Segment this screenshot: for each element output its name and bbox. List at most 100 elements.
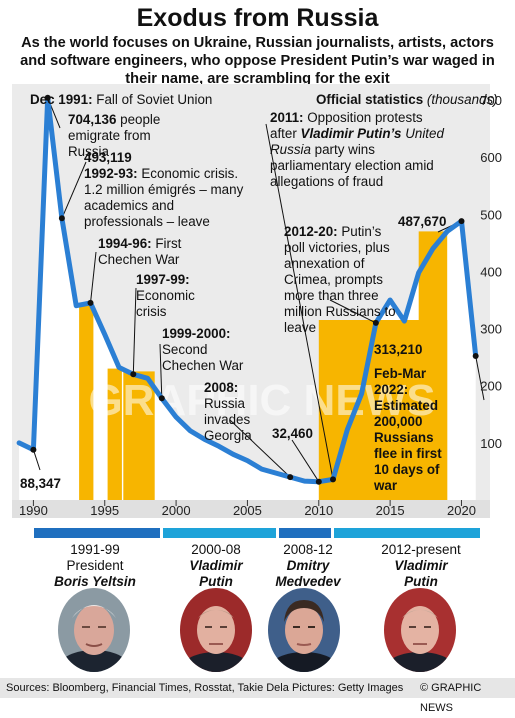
point-markers bbox=[30, 94, 479, 485]
leader-line-2014 bbox=[329, 299, 377, 324]
portrait-putin-1 bbox=[180, 588, 252, 672]
highlight-bar-1 bbox=[107, 368, 122, 500]
annotation-704136: 704,136 people emigrate from Russia bbox=[68, 112, 188, 160]
annotation-493119: 493,119 bbox=[84, 150, 132, 166]
annotation-493119-bold: 493,119 bbox=[84, 150, 132, 165]
x-tick-2005: 2005 bbox=[233, 503, 262, 518]
annotation-1999-text: Second Chechen War bbox=[162, 342, 244, 373]
leader-name: Boris Yeltsin bbox=[54, 574, 136, 589]
leader-line-1999 bbox=[159, 343, 163, 399]
leader-years: 1991-99 bbox=[70, 542, 120, 557]
point-marker-1997 bbox=[130, 371, 137, 378]
point-marker-1999 bbox=[158, 395, 165, 402]
point-marker-1992 bbox=[58, 215, 65, 222]
leader-line-2010 bbox=[291, 439, 320, 482]
point-marker-2021 bbox=[472, 353, 479, 359]
leader-name: Vladimir Putin bbox=[189, 558, 243, 589]
annotation-1997-text: Economic crisis bbox=[136, 288, 195, 319]
series-line-emigration bbox=[16, 95, 479, 485]
portrait-putin-2 bbox=[384, 588, 456, 672]
y-tick-labels: 100 200 300 400 500 600 700 bbox=[480, 93, 502, 451]
annotation-1992-bold: 1992-93: bbox=[84, 166, 138, 181]
annotation-2008-bold: 2008: bbox=[204, 380, 239, 395]
leader-caption-putin-1: 2000-08 Vladimir Putin bbox=[166, 542, 266, 590]
x-tick-2000: 2000 bbox=[162, 503, 191, 518]
x-tick-1990: 1990 bbox=[19, 503, 48, 518]
annotation-2008-text: Russia invades Georgia bbox=[204, 396, 252, 443]
point-marker-2011 bbox=[330, 476, 336, 483]
highlight-bars bbox=[79, 231, 448, 500]
annotation-313210: 313,210 bbox=[374, 342, 422, 358]
x-tick-1995: 1995 bbox=[90, 503, 119, 518]
series-line bbox=[16, 95, 479, 485]
watermark: GRAPHIC NEWS bbox=[88, 376, 435, 425]
leader-line-1990 bbox=[32, 449, 41, 471]
highlight-bar-2 bbox=[123, 371, 155, 500]
annotation-313210-bold: 313,210 bbox=[374, 342, 423, 357]
annotation-2011-bold: 2011: bbox=[270, 110, 304, 125]
point-marker-2014 bbox=[372, 319, 379, 326]
leader-line-1997 bbox=[132, 287, 137, 375]
highlight-bar-0 bbox=[79, 305, 94, 500]
highlight-bar-4 bbox=[418, 231, 448, 500]
x-tick-2015: 2015 bbox=[376, 503, 405, 518]
point-marker-1990 bbox=[30, 446, 37, 453]
leader-name: Dmitry Medvedev bbox=[275, 558, 341, 589]
leader-caption-putin-2: 2012-present Vladimir Putin bbox=[366, 542, 476, 590]
annotation-1994: 1994-96: First Chechen War bbox=[98, 236, 198, 268]
leader-line-1994 bbox=[90, 251, 97, 303]
annotation-2012-text: Putin’s poll victories, plus annexation … bbox=[284, 224, 396, 335]
annotation-88347: 88,347 bbox=[20, 476, 61, 492]
annotation-1997-bold: 1997-99: bbox=[136, 272, 190, 287]
annotation-2011-bold-italic: Vladimir Putin’s bbox=[300, 126, 402, 141]
point-marker-2008 bbox=[287, 474, 294, 481]
footer-sources: Sources: Bloomberg, Financial Times, Ros… bbox=[6, 682, 289, 694]
annotation-704136-bold: 704,136 bbox=[68, 112, 117, 127]
annotation-32460: 32,460 bbox=[272, 426, 313, 442]
annotation-1994-text: First Chechen War bbox=[98, 236, 182, 267]
y-tick-300: 300 bbox=[480, 322, 502, 337]
footer: Sources: Bloomberg, Financial Times, Ros… bbox=[0, 678, 515, 714]
y-tick-500: 500 bbox=[480, 207, 502, 222]
annotation-88347-bold: 88,347 bbox=[20, 476, 61, 491]
x-axis-band bbox=[12, 500, 490, 518]
leader-bar-yeltsin bbox=[34, 528, 160, 538]
annotation-2012-bold: 2012-20: bbox=[284, 224, 338, 239]
annotation-487670-bold: 487,670 bbox=[398, 214, 447, 229]
annotation-2011: 2011: Opposition protests after Vladimir… bbox=[270, 110, 448, 190]
point-marker-1994 bbox=[87, 299, 94, 306]
y-tick-200: 200 bbox=[480, 379, 502, 394]
annotation-1992-text: Economic crisis. 1.2 million émigrés – m… bbox=[84, 166, 244, 229]
annotation-1991-text: Fall of Soviet Union bbox=[92, 92, 213, 107]
annotation-704136-text: people emigrate from Russia bbox=[68, 112, 161, 159]
leader-line-1992 bbox=[61, 161, 87, 219]
axis-title: Official statistics (thousands) bbox=[316, 92, 498, 108]
axis-title-bold: Official statistics bbox=[316, 92, 424, 107]
leader-bar-putin-1 bbox=[163, 528, 276, 538]
leader-line-2021 bbox=[475, 355, 485, 401]
page-subtitle: As the world focuses on Ukraine, Russian… bbox=[20, 35, 495, 87]
annotation-1997: 1997-99: Economic crisis bbox=[136, 272, 216, 320]
annotation-1991-bold: Dec 1991: bbox=[30, 92, 93, 107]
leader-caption-medvedev: 2008-12 Dmitry Medvedev bbox=[268, 542, 348, 590]
annotation-1999-bold: 1999-2000: bbox=[162, 326, 231, 341]
leader-name: Vladimir Putin bbox=[394, 558, 448, 589]
point-marker-1991 bbox=[44, 94, 51, 101]
y-tick-100: 100 bbox=[480, 436, 502, 451]
leader-bar-medvedev bbox=[279, 528, 331, 538]
annotation-2011-text2: party wins parliamentary election amid a… bbox=[270, 142, 434, 189]
page-title: Exodus from Russia bbox=[136, 4, 379, 32]
point-marker-2010 bbox=[315, 478, 322, 485]
leader-years: 2008-12 bbox=[283, 542, 333, 557]
annotation-2008: 2008: Russia invades Georgia bbox=[204, 380, 264, 444]
annotation-2011-italic: United Russia bbox=[270, 126, 444, 157]
leader-line-2011 bbox=[265, 123, 334, 480]
portrait-yeltsin bbox=[58, 588, 130, 672]
footer-credit: © GRAPHIC NEWS bbox=[420, 682, 482, 714]
leader-line-2008 bbox=[229, 419, 291, 478]
annotation-32460-bold: 32,460 bbox=[272, 426, 313, 441]
annotation-1994-bold: 1994-96: bbox=[98, 236, 152, 251]
leader-role: President bbox=[66, 558, 124, 573]
annotation-2012: 2012-20: Putin’s poll victories, plus an… bbox=[284, 224, 400, 336]
point-marker-2020 bbox=[458, 218, 465, 225]
